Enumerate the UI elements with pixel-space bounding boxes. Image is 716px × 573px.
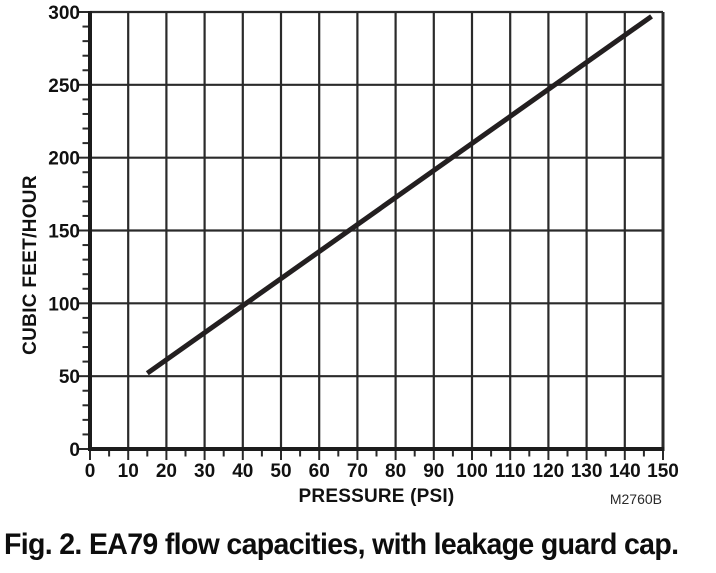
x-tick-label: 100: [456, 461, 488, 482]
y-tick-label: 0: [69, 440, 80, 461]
figure-caption: Fig. 2. EA79 flow capacities, with leaka…: [4, 528, 679, 561]
chart-canvas: 0 50 100 150 200 250 300 0 10 20 30 40 50 60 70 80 90 100…: [48, 3, 679, 482]
x-tick-label: 0: [85, 461, 96, 482]
x-tick-label: 20: [156, 461, 177, 482]
y-tick-label: 250: [48, 76, 80, 97]
x-tick-label: 60: [309, 461, 330, 482]
x-tick-label: 150: [647, 461, 679, 482]
y-tick-label: 50: [59, 367, 80, 388]
x-tick-label: 70: [347, 461, 368, 482]
x-axis-title: PRESSURE (PSI): [298, 486, 455, 507]
x-tick-label: 90: [423, 461, 444, 482]
y-axis-title: CUBIC FEET/HOUR: [20, 175, 41, 355]
flow-capacity-line: [145, 14, 653, 376]
x-tick-label: 140: [609, 461, 641, 482]
x-tick-label: 120: [533, 461, 565, 482]
flow-chart: 0 50 100 150 200 250 300 0 10 20 30 40 50 60 70 80 90 100…: [20, 3, 679, 507]
y-tick-label: 150: [48, 222, 80, 243]
y-tick-label: 100: [48, 294, 80, 315]
x-tick-label: 80: [385, 461, 406, 482]
y-tick-label: 300: [48, 3, 80, 24]
x-tick-label: 10: [118, 461, 139, 482]
x-tick-label: 50: [270, 461, 291, 482]
x-tick-label: 40: [232, 461, 253, 482]
figure-code: M2760B: [609, 491, 662, 507]
x-tick-label: 110: [495, 461, 526, 482]
x-tick-label: 130: [571, 461, 603, 482]
y-tick-label: 200: [48, 149, 80, 170]
x-tick-label: 30: [194, 461, 215, 482]
